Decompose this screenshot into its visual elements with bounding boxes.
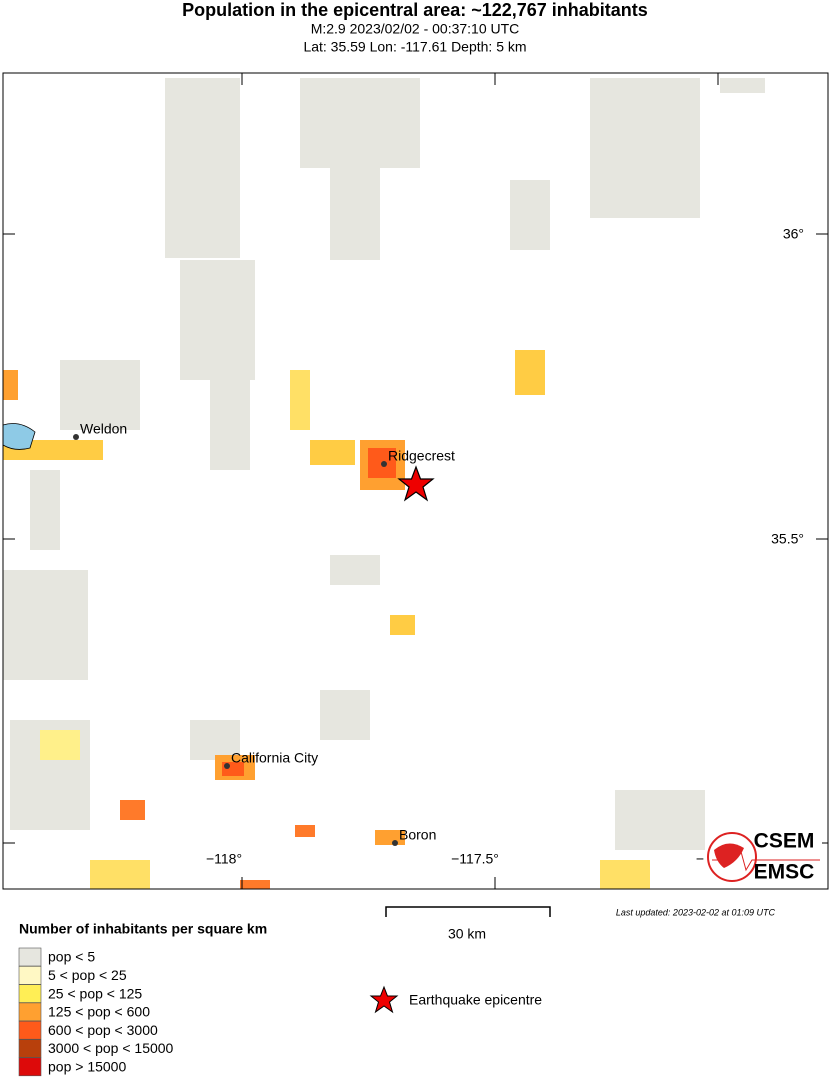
lon-label: −117.5° [451,851,499,867]
subtitle: M:2.9 2023/02/02 - 00:37:10 UTC [311,21,520,37]
place-dot [224,763,230,769]
place-dot [392,840,398,846]
legend: pop < 5 5 < pop < 25 25 < pop < 125 125 < p… [18,947,174,1077]
legend-label: 5 < pop < 25 [48,967,127,983]
scale-bar [385,906,551,917]
lon-label: − [696,851,704,867]
legend-label: 3000 < pop < 15000 [48,1040,174,1056]
place-dot [381,461,387,467]
last-updated: Last updated: 2023-02-02 at 01:09 UTC [616,907,776,917]
legend-epicentre: Earthquake epicentre [409,992,542,1008]
legend-swatch [18,1057,42,1077]
legend-label: pop > 15000 [48,1059,126,1075]
lat-label: 36° [783,226,804,242]
legend-label: 600 < pop < 3000 [48,1022,158,1038]
ticks [3,73,828,889]
map-frame [2,72,829,890]
legend-swatch [18,947,42,967]
legend-title: Number of inhabitants per square km [19,921,267,937]
lat-label: 35.5° [771,531,804,547]
low-density-areas [3,78,765,850]
legend-swatch [18,984,42,1003]
lon-label: −118° [206,851,242,867]
place-label: Ridgecrest [388,448,455,464]
legend-swatch [18,965,42,985]
place-label: Weldon [80,421,127,437]
legend-star [369,985,399,1014]
place-label: California City [231,750,318,766]
map: 36° 35.5° −118° −117.5° − Weldon Ridgecr… [2,72,829,890]
legend-label: pop < 5 [48,949,95,965]
place-dot [73,434,79,440]
epicentre-star [397,465,435,502]
scale-label: 30 km [448,926,486,942]
subtitle: Lat: 35.59 Lon: -117.61 Depth: 5 km [303,39,526,55]
lake [2,423,36,450]
legend-swatch [18,1039,42,1058]
logo: CSEM EMSC [706,826,822,886]
title: Population in the epicentral area: ~122,… [182,0,648,20]
legend-label: 25 < pop < 125 [48,985,142,1001]
place-label: Boron [399,827,436,843]
logo-text: EMSC [754,861,815,884]
legend-swatch [18,1020,42,1040]
legend-swatch [18,1002,42,1022]
logo-text: CSEM [754,830,815,853]
legend-label: 125 < pop < 600 [48,1004,150,1020]
